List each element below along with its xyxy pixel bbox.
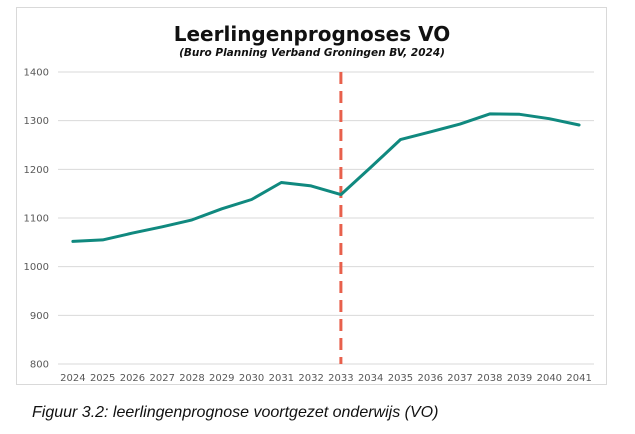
x-axis-ticks: 2024 2025 2026 2027 2028 2029 2030 2031 2032 2033… <box>60 373 592 384</box>
y-tick-label: 1200 <box>24 165 49 176</box>
y-tick-label: 1100 <box>24 214 49 225</box>
chart-subtitle: (Buro Planning Verband Groningen BV, 202… <box>179 47 445 59</box>
chart-title: Leerlingenprognoses VO <box>174 22 450 46</box>
x-tick-label: 2024 <box>60 373 85 384</box>
x-tick-label: 2025 <box>90 373 115 384</box>
y-tick-label: 1400 <box>24 68 49 79</box>
x-tick-label: 2027 <box>149 373 174 384</box>
x-tick-label: 2036 <box>417 373 442 384</box>
x-tick-label: 2030 <box>239 373 264 384</box>
x-tick-label: 2026 <box>120 373 145 384</box>
x-tick-label: 2032 <box>298 373 323 384</box>
figure-caption: Figuur 3.2: leerlingenprognose voortgeze… <box>32 404 439 421</box>
x-tick-label: 2039 <box>507 373 532 384</box>
x-tick-label: 2033 <box>328 373 353 384</box>
y-axis-ticks: 800 900 1000 1100 1200 1300 1400 <box>24 68 49 371</box>
y-tick-label: 1000 <box>24 262 49 273</box>
y-tick-label: 800 <box>30 360 49 371</box>
x-tick-label: 2037 <box>447 373 472 384</box>
x-tick-label: 2035 <box>388 373 413 384</box>
x-tick-label: 2041 <box>566 373 591 384</box>
x-tick-label: 2031 <box>269 373 294 384</box>
y-tick-label: 900 <box>30 311 49 322</box>
x-tick-label: 2034 <box>358 373 383 384</box>
chart-frame: Leerlingenprognoses VO (Buro Planning Ve… <box>16 7 607 385</box>
x-tick-label: 2038 <box>477 373 502 384</box>
x-tick-label: 2028 <box>179 373 204 384</box>
y-tick-label: 1300 <box>24 116 49 127</box>
series-line-0 <box>71 112 581 243</box>
line-chart: Leerlingenprognoses VO (Buro Planning Ve… <box>24 22 594 384</box>
series <box>71 112 581 243</box>
x-tick-label: 2029 <box>209 373 234 384</box>
gridlines <box>58 71 594 365</box>
x-tick-label: 2040 <box>537 373 562 384</box>
